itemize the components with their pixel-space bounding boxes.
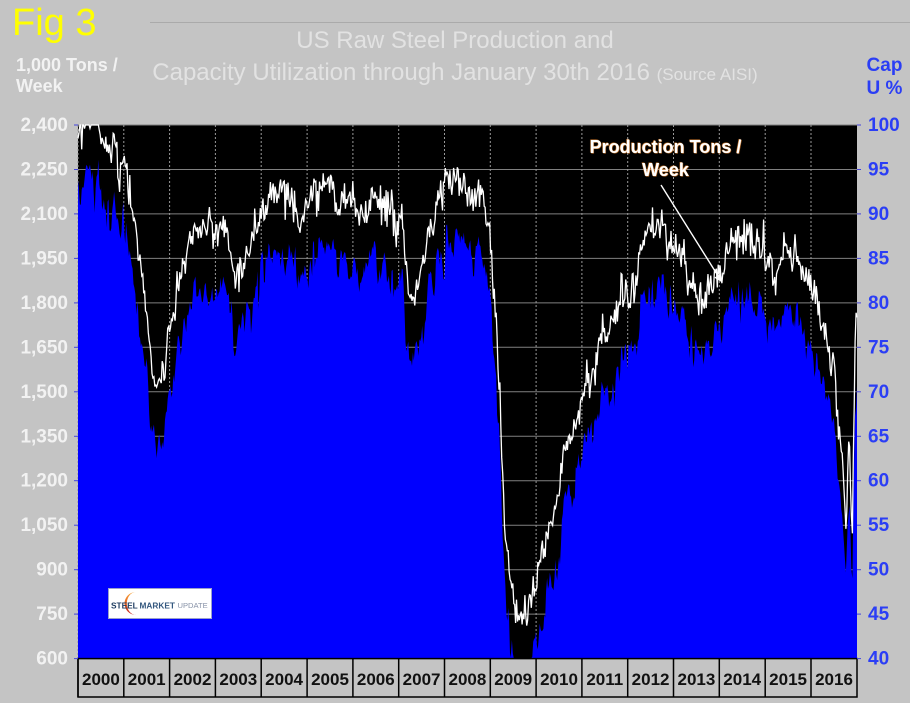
svg-text:UPDATE: UPDATE [178, 601, 208, 610]
svg-text:MARKET: MARKET [140, 601, 176, 611]
svg-text:STEEL: STEEL [111, 601, 138, 611]
